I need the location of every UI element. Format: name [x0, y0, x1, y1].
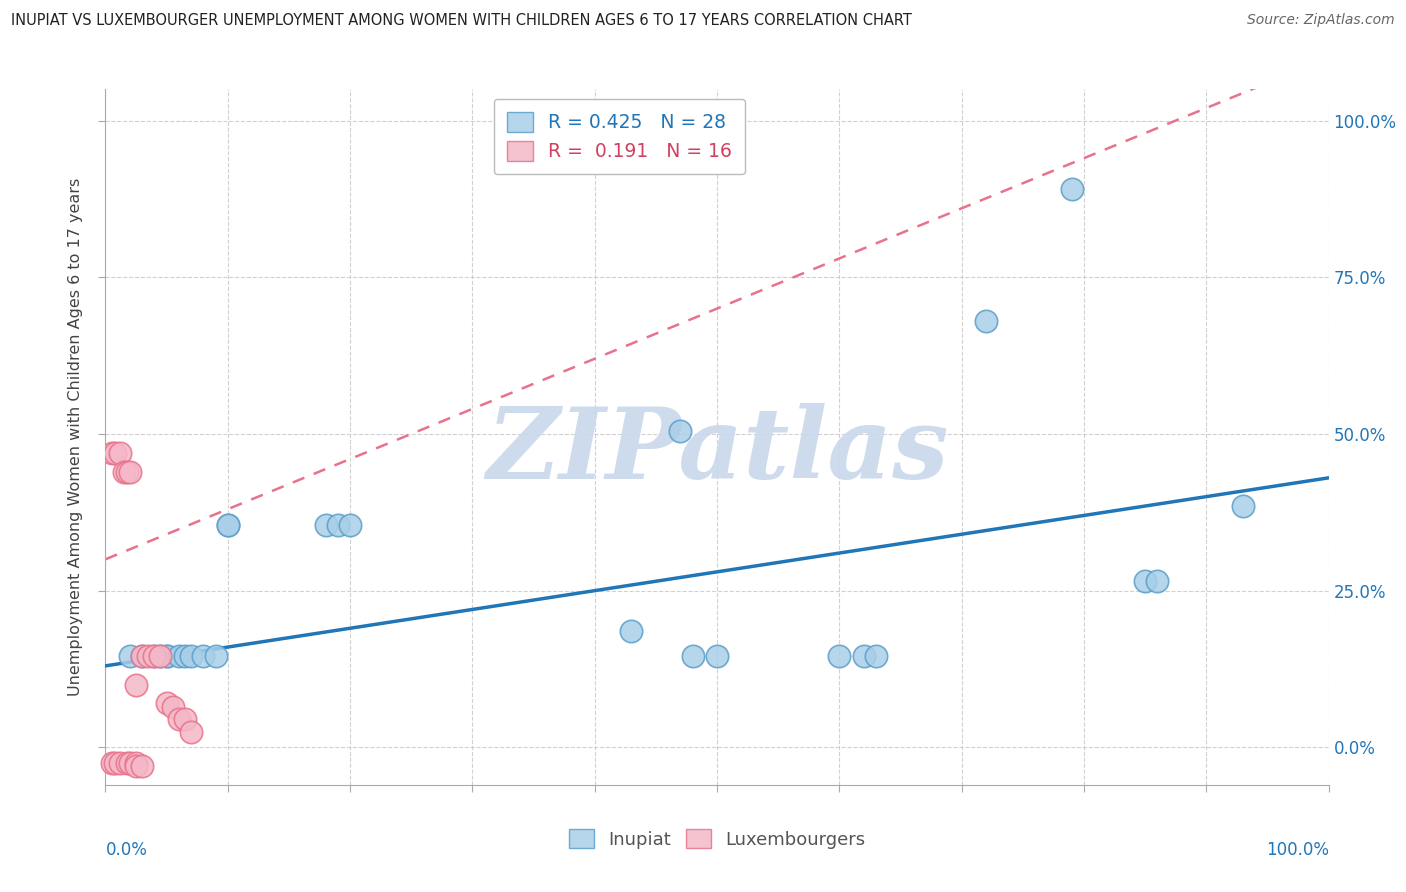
- Text: ZIPatlas: ZIPatlas: [486, 403, 948, 500]
- Point: [131, 759, 153, 773]
- Point: [118, 465, 141, 479]
- Text: 100.0%: 100.0%: [1265, 840, 1329, 859]
- Point: [974, 314, 997, 328]
- Point: [1146, 574, 1168, 589]
- Point: [193, 649, 215, 664]
- Point: [217, 517, 239, 532]
- Point: [108, 446, 131, 460]
- Point: [112, 465, 135, 479]
- Point: [108, 756, 131, 770]
- Point: [104, 756, 127, 770]
- Point: [1232, 499, 1254, 513]
- Point: [217, 517, 239, 532]
- Point: [682, 649, 704, 664]
- Text: 0.0%: 0.0%: [105, 840, 148, 859]
- Point: [131, 649, 153, 664]
- Point: [620, 624, 643, 639]
- Point: [143, 649, 166, 664]
- Point: [136, 649, 159, 664]
- Point: [100, 756, 122, 770]
- Point: [118, 649, 141, 664]
- Point: [125, 759, 148, 773]
- Point: [125, 678, 148, 692]
- Point: [156, 649, 179, 664]
- Point: [852, 649, 875, 664]
- Point: [167, 649, 190, 664]
- Point: [180, 649, 202, 664]
- Point: [149, 649, 172, 664]
- Y-axis label: Unemployment Among Women with Children Ages 6 to 17 years: Unemployment Among Women with Children A…: [67, 178, 83, 696]
- Point: [143, 649, 166, 664]
- Point: [669, 424, 692, 438]
- Point: [162, 699, 184, 714]
- Point: [706, 649, 728, 664]
- Point: [125, 756, 148, 770]
- Point: [315, 517, 337, 532]
- Point: [1060, 182, 1083, 196]
- Point: [149, 649, 172, 664]
- Text: Source: ZipAtlas.com: Source: ZipAtlas.com: [1247, 13, 1395, 28]
- Point: [118, 756, 141, 770]
- Point: [156, 697, 179, 711]
- Point: [117, 465, 139, 479]
- Point: [865, 649, 887, 664]
- Point: [100, 446, 122, 460]
- Point: [131, 649, 153, 664]
- Point: [204, 649, 226, 664]
- Text: INUPIAT VS LUXEMBOURGER UNEMPLOYMENT AMONG WOMEN WITH CHILDREN AGES 6 TO 17 YEAR: INUPIAT VS LUXEMBOURGER UNEMPLOYMENT AMO…: [11, 13, 912, 29]
- Point: [174, 649, 197, 664]
- Point: [104, 446, 127, 460]
- Point: [167, 712, 190, 726]
- Point: [180, 724, 202, 739]
- Point: [339, 517, 361, 532]
- Legend: Inupiat, Luxembourgers: Inupiat, Luxembourgers: [558, 818, 876, 859]
- Point: [117, 756, 139, 770]
- Point: [326, 517, 349, 532]
- Point: [174, 712, 197, 726]
- Point: [1133, 574, 1156, 589]
- Point: [156, 649, 179, 664]
- Point: [828, 649, 851, 664]
